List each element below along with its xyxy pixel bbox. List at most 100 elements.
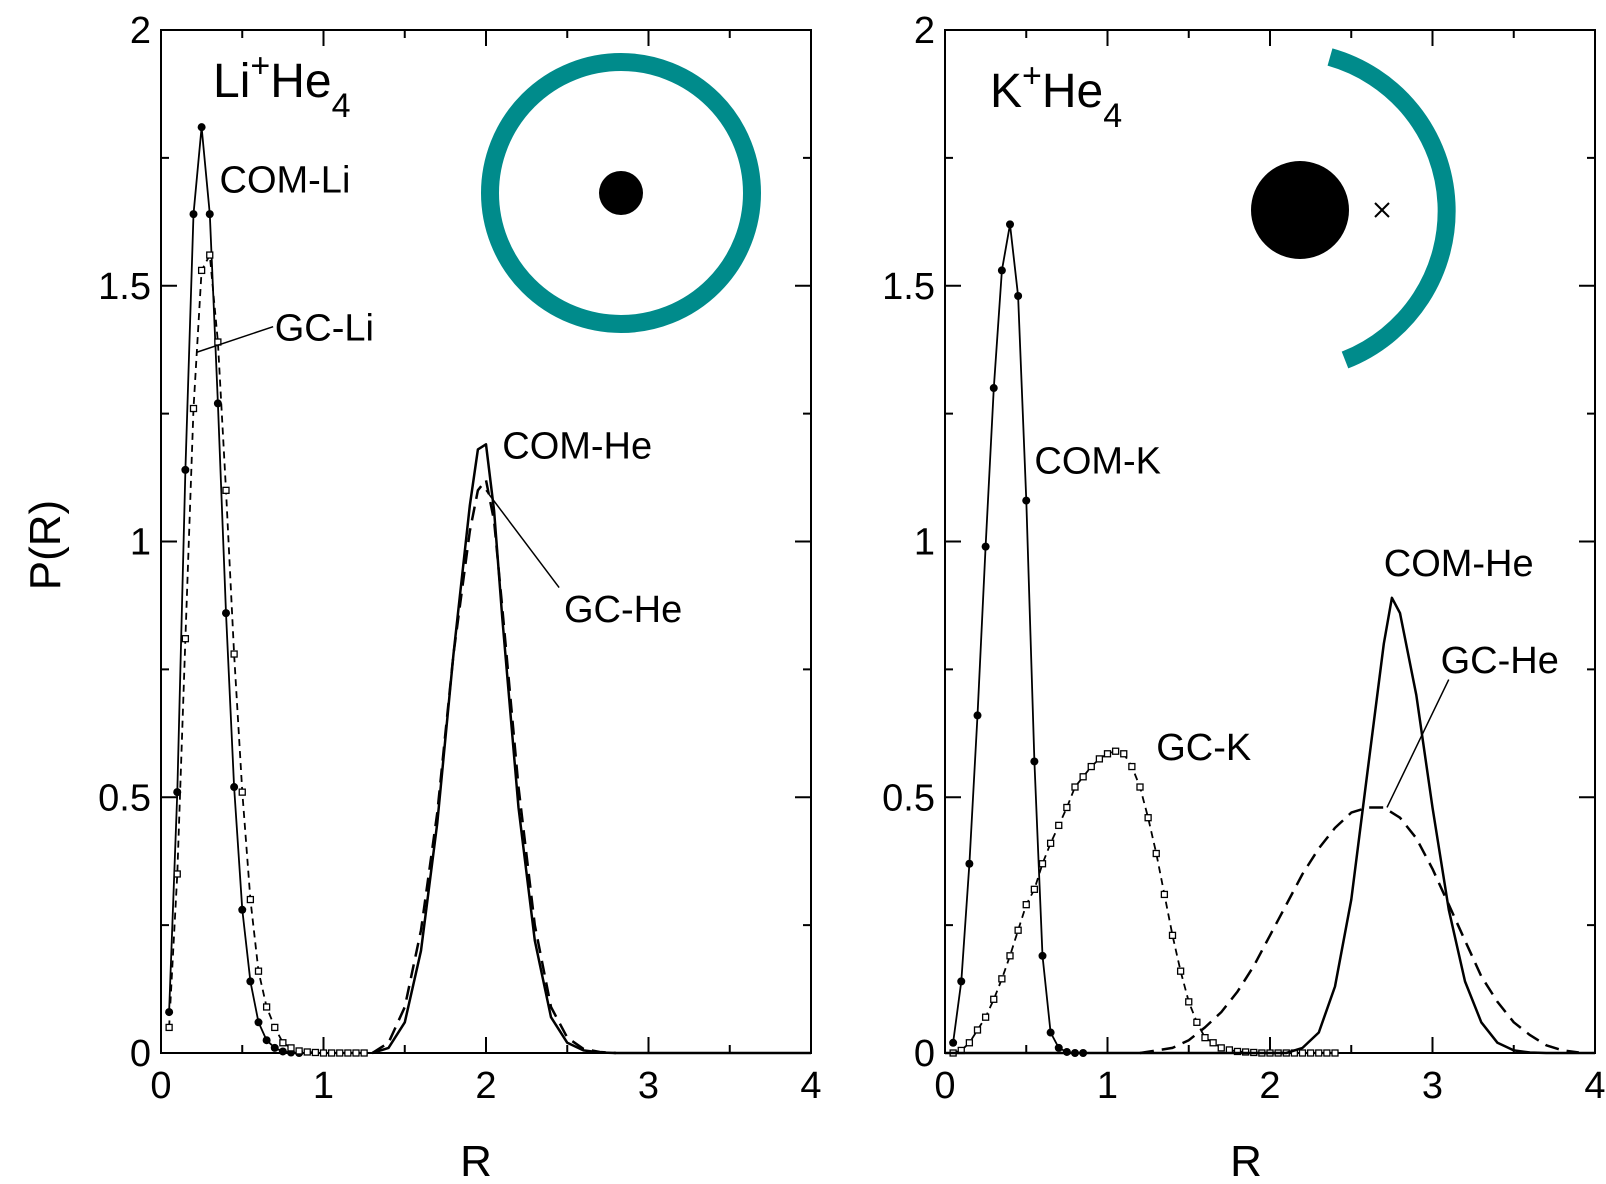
data-point-gc-k bbox=[1111, 747, 1120, 755]
y-tick-label: 1 bbox=[130, 522, 151, 564]
data-point-gc-li bbox=[173, 870, 181, 878]
data-point-gc-k bbox=[1014, 926, 1022, 934]
data-point-gc-k bbox=[1176, 967, 1185, 975]
data-point-gc-k bbox=[1306, 1049, 1315, 1057]
y-tick-label: 1.5 bbox=[98, 266, 151, 308]
data-point-gc-k bbox=[1298, 1049, 1307, 1057]
data-point-com-k bbox=[949, 1038, 958, 1047]
center-of-mass-cross-icon bbox=[1374, 202, 1390, 218]
x-tick-label: 2 bbox=[1259, 1065, 1280, 1107]
data-point-gc-k bbox=[1120, 750, 1128, 758]
title-part: 4 bbox=[332, 87, 351, 125]
x-tick-label: 1 bbox=[313, 1065, 334, 1107]
panel-title: K+He4 bbox=[990, 57, 1122, 135]
series-annotation-gc-k: GC-K bbox=[1156, 727, 1251, 769]
title-part: K bbox=[990, 65, 1022, 118]
title-part: + bbox=[250, 47, 270, 85]
data-point-com-li bbox=[197, 123, 206, 132]
panel-title: Li+He4 bbox=[213, 47, 351, 125]
data-point-gc-k bbox=[1006, 952, 1014, 960]
series-line-com-he bbox=[371, 443, 811, 1055]
data-point-com-k bbox=[1014, 291, 1023, 300]
data-point-com-li bbox=[230, 783, 239, 792]
data-point-gc-k bbox=[1046, 839, 1055, 847]
y-tick-label: 2 bbox=[130, 10, 151, 52]
data-point-com-li bbox=[278, 1047, 287, 1056]
data-point-com-k bbox=[1030, 757, 1039, 766]
data-point-com-li bbox=[254, 1018, 263, 1027]
data-point-com-k bbox=[981, 542, 990, 551]
data-point-gc-k bbox=[1095, 755, 1104, 763]
data-point-gc-li bbox=[165, 1023, 173, 1032]
data-point-gc-k bbox=[990, 995, 998, 1003]
data-point-com-k bbox=[1046, 1028, 1055, 1037]
y-tick-label: 1.5 bbox=[882, 266, 935, 308]
helium-arc-shell bbox=[1327, 48, 1456, 369]
data-point-gc-li bbox=[344, 1049, 352, 1057]
series-annotation-com-he: COM-He bbox=[1384, 543, 1534, 585]
data-point-com-k bbox=[973, 711, 982, 720]
series-line-com-li bbox=[168, 126, 300, 1054]
data-point-gc-li bbox=[197, 266, 206, 275]
title-part: He bbox=[270, 55, 331, 108]
data-point-com-li bbox=[181, 465, 190, 474]
data-point-gc-li bbox=[254, 967, 263, 975]
data-point-com-k bbox=[997, 266, 1006, 275]
annotation-leader bbox=[196, 325, 274, 353]
data-point-gc-li bbox=[238, 788, 246, 796]
series-annotation-com-he: COM-He bbox=[502, 425, 652, 467]
x-axis-label-left: R bbox=[460, 1137, 492, 1184]
data-point-com-li bbox=[270, 1043, 279, 1052]
data-point-gc-li bbox=[222, 486, 230, 495]
data-point-gc-k bbox=[1055, 821, 1063, 830]
y-axis-label: P(R) bbox=[21, 500, 70, 590]
data-point-gc-k bbox=[1022, 901, 1030, 909]
data-point-gc-li bbox=[360, 1049, 368, 1057]
x-axis-label-right: R bbox=[1230, 1137, 1262, 1184]
data-point-gc-k bbox=[1103, 750, 1112, 758]
annotation-leader bbox=[1386, 679, 1450, 808]
data-point-gc-k bbox=[998, 975, 1006, 983]
data-point-com-li bbox=[262, 1036, 271, 1045]
lithium-ion-dot bbox=[599, 171, 643, 215]
series-annotation-com-k: COM-K bbox=[1034, 441, 1161, 483]
data-point-com-k bbox=[965, 859, 974, 868]
data-point-gc-k bbox=[973, 1026, 982, 1034]
data-point-gc-li bbox=[279, 1039, 287, 1047]
data-point-gc-li bbox=[327, 1049, 336, 1057]
data-point-gc-k bbox=[1038, 860, 1047, 868]
y-tick-label: 1 bbox=[914, 522, 935, 564]
data-point-gc-k bbox=[1030, 885, 1039, 893]
title-part: Li bbox=[213, 55, 250, 108]
data-point-com-k bbox=[1006, 220, 1014, 229]
y-tick-label: 0.5 bbox=[882, 777, 935, 819]
data-point-gc-k bbox=[1201, 1034, 1209, 1042]
data-point-gc-k bbox=[965, 1039, 974, 1047]
series-line-gc-li bbox=[168, 254, 365, 1054]
data-point-gc-k bbox=[1323, 1049, 1331, 1057]
data-point-gc-li bbox=[271, 1023, 279, 1032]
y-tick-label: 0 bbox=[914, 1033, 935, 1075]
data-point-gc-k bbox=[1193, 1018, 1201, 1026]
data-point-com-li bbox=[246, 977, 255, 986]
data-point-gc-k bbox=[1152, 849, 1160, 858]
y-tick-label: 0.5 bbox=[98, 777, 151, 819]
data-point-gc-li bbox=[295, 1047, 303, 1055]
series-annotation-gc-li: GC-Li bbox=[275, 308, 374, 350]
panel-li-he4: 0 1 2 3 4 0 0.5 1 1.5 2 COM-Li GC-Li COM-He GC-He Li+H… bbox=[98, 10, 821, 1107]
y-tick-label: 2 bbox=[914, 10, 935, 52]
data-point-gc-li bbox=[189, 404, 198, 413]
data-point-gc-li bbox=[336, 1049, 344, 1057]
series-line-gc-k bbox=[952, 750, 1335, 1054]
data-point-com-k bbox=[989, 384, 998, 393]
x-tick-label: 0 bbox=[934, 1065, 955, 1107]
data-point-gc-k bbox=[1168, 931, 1177, 940]
data-point-gc-li bbox=[319, 1049, 328, 1057]
data-point-com-li bbox=[222, 609, 230, 618]
series-line-com-he bbox=[945, 596, 1595, 1055]
data-point-gc-k bbox=[1160, 890, 1169, 899]
x-tick-label: 3 bbox=[1422, 1065, 1443, 1107]
x-tick-label: 4 bbox=[800, 1065, 821, 1107]
